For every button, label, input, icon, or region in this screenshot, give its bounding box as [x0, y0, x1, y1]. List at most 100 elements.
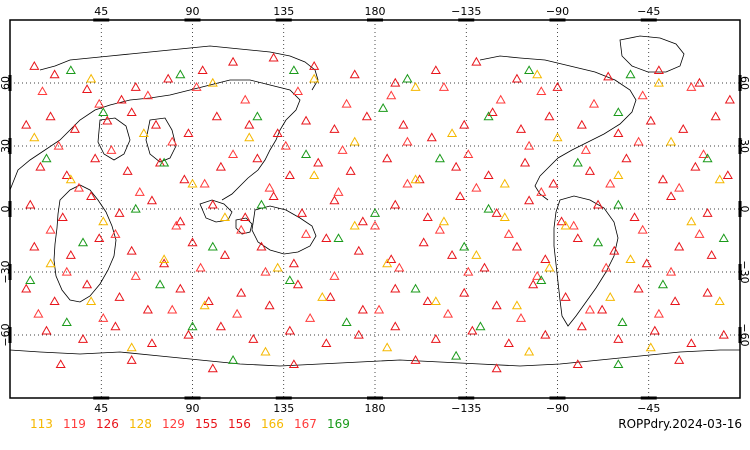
observation-triangle — [292, 86, 304, 96]
observation-triangle — [653, 308, 664, 318]
observation-triangle — [65, 174, 76, 184]
observation-triangle — [706, 249, 717, 259]
observation-triangle — [718, 233, 729, 243]
observation-triangle — [645, 115, 656, 125]
observation-triangle — [430, 65, 441, 75]
observation-triangle — [576, 321, 587, 331]
observation-triangle — [130, 270, 141, 280]
observation-triangle — [459, 287, 470, 297]
observation-triangle — [167, 136, 178, 146]
observation-triangle — [49, 69, 60, 79]
observation-triangle — [382, 342, 393, 352]
observation-triangle — [613, 170, 624, 180]
observation-triangle — [722, 170, 733, 180]
observation-triangle — [560, 291, 571, 301]
observation-triangle — [524, 65, 535, 75]
observation-triangle — [29, 241, 40, 251]
observation-triangle — [471, 249, 482, 259]
observation-triangle — [126, 245, 137, 255]
observation-triangle — [694, 228, 705, 238]
observation-markers — [21, 52, 735, 373]
observation-triangle — [378, 102, 389, 112]
right-tick-label: 60 — [738, 76, 750, 90]
observation-triangle — [580, 144, 591, 154]
observation-triangle — [130, 81, 141, 91]
bottom-tick-label: −45 — [637, 402, 660, 415]
observation-triangle — [175, 69, 186, 79]
observation-triangle — [491, 363, 502, 373]
observation-triangle — [451, 350, 462, 360]
observation-triangle — [499, 212, 510, 222]
legend-entry: 166 — [261, 417, 284, 431]
top-tick-label: 180 — [365, 5, 386, 18]
observation-triangle — [459, 241, 470, 251]
legend: 113 119 126 128 129 155 156 166 167 169 — [30, 417, 350, 431]
legend-entry: 128 — [129, 417, 152, 431]
observation-triangle — [552, 132, 563, 142]
observation-triangle — [179, 174, 190, 184]
observation-triangle — [49, 296, 60, 306]
observation-triangle — [321, 338, 332, 348]
observation-triangle — [487, 107, 498, 117]
observation-triangle — [227, 354, 239, 364]
axis-tick-labels: 45 90 135 180 −135 −90 −45 45 90 135 180 −135 −90 −45… — [0, 5, 750, 415]
legend-entry: 119 — [63, 417, 86, 431]
observation-triangle — [613, 107, 624, 117]
observation-triangle — [524, 195, 535, 205]
observation-triangle — [333, 186, 344, 196]
observation-triangle — [353, 245, 364, 255]
observation-triangle — [227, 149, 239, 159]
observation-triangle — [568, 220, 579, 230]
observation-triangle — [321, 233, 332, 243]
observation-triangle — [674, 182, 685, 192]
observation-triangle — [349, 69, 360, 79]
observation-triangle — [402, 73, 413, 83]
observation-triangle — [592, 199, 604, 209]
observation-triangle — [333, 233, 344, 243]
observation-triangle — [353, 329, 364, 339]
observation-triangle — [300, 228, 312, 238]
observation-triangle — [637, 224, 648, 234]
observation-triangle — [21, 283, 32, 293]
observation-triangle — [597, 304, 608, 314]
observation-triangle — [114, 291, 125, 301]
observation-triangle — [106, 144, 117, 154]
observation-triangle — [199, 300, 210, 310]
observation-triangle — [503, 338, 514, 348]
right-tick-label: −60 — [738, 323, 750, 346]
left-tick-label: −60 — [0, 323, 12, 346]
observation-triangle — [621, 153, 632, 163]
observation-triangle — [300, 115, 312, 125]
observation-triangle — [410, 354, 421, 364]
observation-triangle — [603, 71, 614, 81]
observation-triangle — [398, 119, 409, 129]
observation-triangle — [138, 128, 149, 138]
observation-triangle — [357, 216, 368, 226]
observation-triangle — [702, 153, 713, 163]
observation-triangle — [548, 178, 559, 188]
observation-triangle — [349, 136, 360, 146]
observation-triangle — [491, 300, 502, 310]
observation-triangle — [686, 81, 697, 91]
observation-triangle — [702, 207, 713, 217]
observation-triangle — [519, 157, 531, 167]
observation-triangle — [544, 262, 555, 272]
observation-triangle — [641, 258, 652, 268]
observation-triangle — [572, 359, 583, 369]
observation-triangle — [175, 283, 186, 293]
observation-triangle — [446, 249, 458, 259]
observation-triangle — [227, 56, 239, 66]
observation-triangle — [203, 296, 214, 306]
observation-triangle — [150, 119, 162, 129]
observation-triangle — [645, 342, 656, 352]
observation-triangle — [55, 359, 66, 369]
observation-triangle — [410, 174, 421, 184]
observation-triangle — [329, 195, 340, 205]
observation-triangle — [81, 84, 93, 93]
observation-triangle — [341, 98, 352, 108]
observation-triangle — [369, 207, 381, 217]
observation-triangle — [236, 287, 247, 297]
observation-triangle — [126, 107, 137, 117]
observation-triangle — [183, 329, 194, 339]
